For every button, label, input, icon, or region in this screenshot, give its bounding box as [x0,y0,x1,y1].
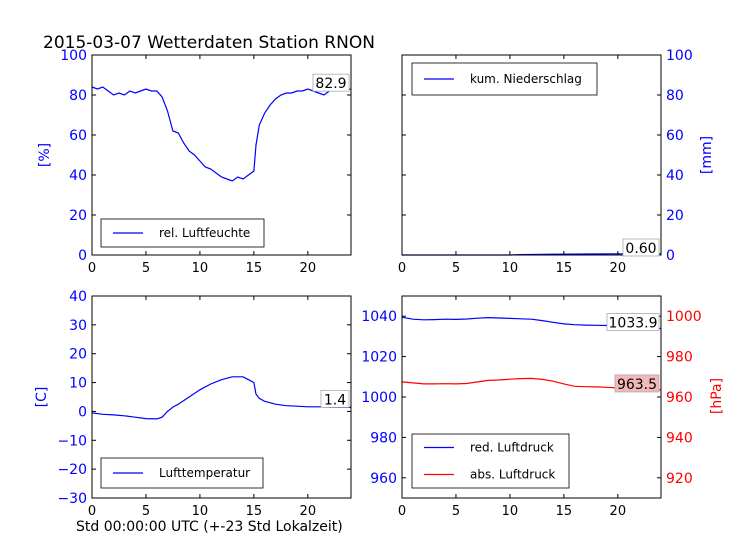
x-tick-label: 0 [398,504,406,519]
y-tick-label: 60 [69,128,87,144]
value-label: 0.60 [625,241,656,257]
y-tick-label: 1020 [361,350,397,366]
y-tick-label: 80 [666,88,684,104]
legend-box [411,433,570,489]
value-label: 1.4 [324,392,346,408]
y-tick-label: 0 [666,248,675,264]
y-tick-label: 1000 [666,309,702,325]
x-tick-label: 0 [88,261,96,276]
y-tick-label: 20 [69,208,87,224]
y-tick-label: 980 [666,350,693,366]
value-label-box [320,389,350,408]
y-tick-label: 960 [370,471,397,487]
pressure-chart: 0 5 10 15 20 960 980 1000 1020 1040 920 940 960 980 10… [361,295,725,519]
y-axis-label: [%] [37,143,53,167]
y-tick-label: 0 [78,248,87,264]
y-tick-label: 0 [78,404,87,420]
y-tick-label: 30 [69,318,87,334]
x-tick-label: 10 [192,261,209,276]
value-label-box [312,73,350,92]
y-tick-label: −10 [57,433,87,449]
y-tick-label: 100 [666,48,693,64]
plot-frame [401,54,662,256]
x-tick-label: 0 [398,261,406,276]
x-tick-label: 15 [556,504,573,519]
x-tick-label: 5 [452,504,460,519]
x-tick-label: 15 [246,504,263,519]
y-tick-label: 20 [666,208,684,224]
legend-entry: kum. Niederschlag [470,72,582,86]
humidity-chart: 0 5 10 15 20 0 20 40 60 80 100 [%] 82.9 rel. Luftfeuc… [37,48,352,276]
x-tick-label: 0 [88,504,96,519]
y-tick-label: 1040 [361,309,397,325]
x-tick-label: 10 [502,261,519,276]
y-axis-label: [hPa] [709,378,725,414]
legend-entry: Lufttemperatur [159,466,250,480]
plot-frame [91,295,352,499]
x-axis-caption: Std 00:00:00 UTC (+-23 Std Lokalzeit) [76,519,343,535]
legend-entry: abs. Luftdruck [470,468,555,482]
x-tick-label: 15 [556,261,573,276]
series-line [91,86,352,182]
value-label-box [614,374,660,393]
y-tick-label: 40 [666,168,684,184]
x-tick-label: 20 [610,261,627,276]
value-label: 963.5 [617,377,657,393]
legend-entry: rel. Luftfeuchte [159,226,250,240]
y-tick-label: −20 [57,462,87,478]
x-tick-label: 5 [142,504,150,519]
value-label: 1033.9 [609,316,658,332]
y-tick-label: 940 [666,430,693,446]
x-tick-label: 20 [300,261,317,276]
y-tick-label: 10 [69,376,87,392]
legend-entry: red. Luftdruck [470,441,554,455]
y-tick-label: 1000 [361,390,397,406]
x-tick-label: 5 [142,261,150,276]
x-tick-label: 15 [246,261,263,276]
y-tick-label: −30 [57,491,87,507]
y-tick-label: 920 [666,471,693,487]
x-tick-label: 10 [192,504,209,519]
precipitation-chart: 0 5 10 15 20 0 20 40 60 80 100 [mm] 0.60 kum. Nieders… [398,48,715,276]
y-tick-label: 80 [69,88,87,104]
x-tick-label: 5 [452,261,460,276]
figure-title: 2015-03-07 Wetterdaten Station RNON [43,33,375,53]
y-tick-label: 20 [69,347,87,363]
series-line [91,376,351,420]
y-tick-label: 100 [60,48,87,64]
x-tick-label: 20 [300,504,317,519]
x-tick-label: 10 [502,504,519,519]
y-tick-label: 40 [69,168,87,184]
y-axis-label: [C] [34,387,50,408]
plot-frame [91,54,352,256]
y-tick-label: 960 [666,390,693,406]
value-label-box [606,313,660,331]
value-label-box [622,238,660,257]
y-tick-label: 40 [69,289,87,305]
value-label: 82.9 [315,76,346,92]
temperature-chart: 0 5 10 15 20 −30 −20 −10 0 10 20 30 40 [C] 1.4 Lufttemp… [34,289,352,519]
y-tick-label: 980 [370,430,397,446]
y-tick-label: 60 [666,128,684,144]
x-tick-label: 20 [610,504,627,519]
y-axis-label: [mm] [699,136,715,174]
